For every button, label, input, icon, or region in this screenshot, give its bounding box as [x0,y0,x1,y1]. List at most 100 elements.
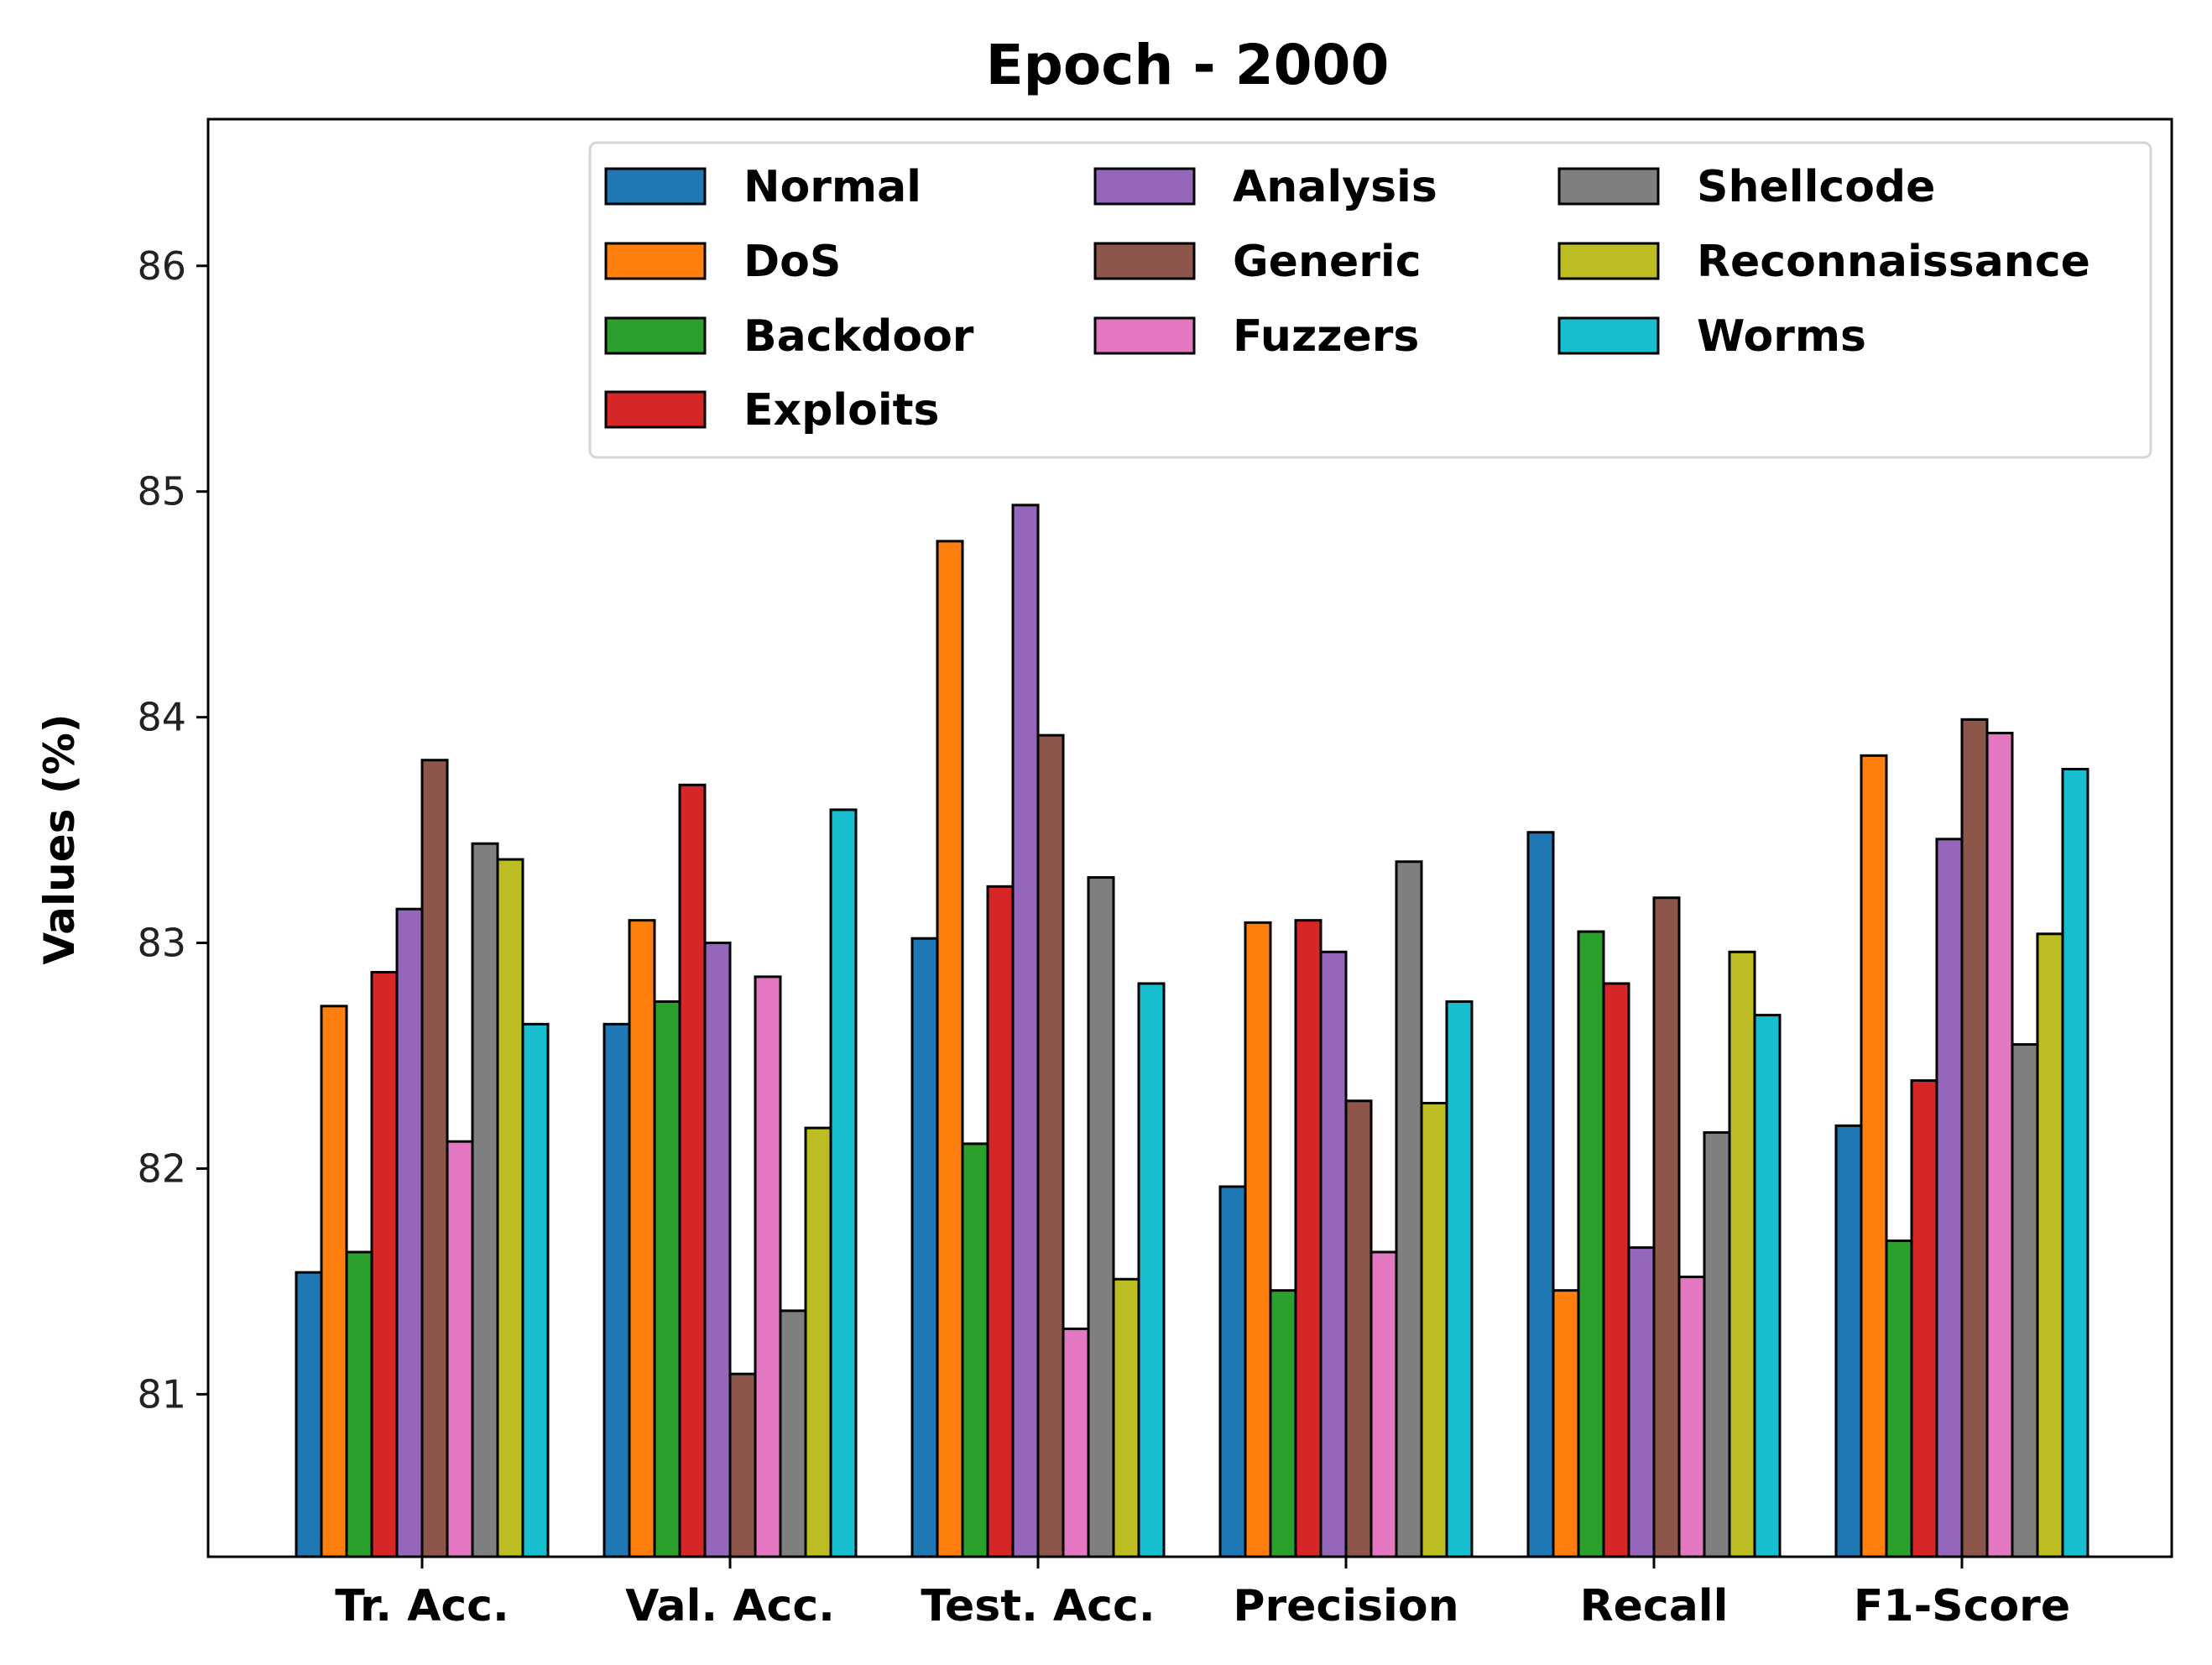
legend-label-normal: Normal [743,162,921,212]
bar-dos-4 [1552,1289,1580,1558]
y-tick-label: 82 [137,1146,186,1191]
bar-shellcode-0 [471,842,499,1558]
y-tick-label: 81 [137,1371,186,1417]
legend-frame [588,141,2152,459]
bar-normal-3 [1218,1185,1247,1558]
legend-swatch-analysis [1093,167,1196,206]
plot-frame [206,117,2173,1558]
legend-swatch-exploits [604,390,707,429]
legend-swatch-reconnaissance [1557,242,1660,280]
legend-label-dos: DoS [743,237,841,287]
legend-swatch-normal [604,167,707,206]
y-tick-label: 84 [137,695,186,740]
legend-label-backdoor: Backdoor [743,311,974,362]
bar-exploits-1 [678,783,707,1558]
bar-worms-5 [2061,767,2089,1558]
legend-swatch-dos [604,242,707,280]
legend-label-exploits: Exploits [743,385,939,436]
y-axis: 81 82 83 84 85 86 [137,243,208,1417]
bar-reconnaissance-0 [496,858,524,1558]
bar-backdoor-5 [1885,1240,1913,1558]
bar-dos-3 [1244,921,1272,1558]
bar-fuzzers-0 [446,1140,474,1558]
bar-normal-5 [1834,1124,1863,1558]
legend-label-shellcode: Shellcode [1697,162,1935,212]
bar-exploits-4 [1602,982,1630,1558]
bar-exploits-3 [1294,919,1323,1558]
bar-reconnaissance-2 [1112,1277,1140,1558]
bar-exploits-2 [986,885,1015,1558]
x-tick-label: F1-Score [1854,1581,2070,1631]
legend-label-reconnaissance: Reconnaissance [1697,237,2090,287]
bar-fuzzers-3 [1369,1250,1398,1558]
legend-label-generic: Generic [1233,237,1422,287]
bar-analysis-2 [1011,504,1040,1558]
bar-analysis-1 [703,942,732,1558]
bar-generic-0 [420,759,449,1558]
legend: Normal DoS Backdoor Exploits Analysis Generic… [588,141,2152,459]
x-axis: Tr. Acc. Val. Acc. Test. Acc. Precision Reca… [335,1557,2070,1631]
bar-reconnaissance-4 [1728,950,1756,1558]
bar-generic-4 [1652,896,1681,1558]
bar-analysis-0 [395,907,424,1558]
bar-fuzzers-5 [1985,731,2014,1558]
bar-generic-2 [1036,733,1065,1558]
bar-fuzzers-4 [1677,1276,1706,1558]
x-tick-label: Precision [1233,1581,1458,1631]
bar-analysis-5 [1935,838,1964,1558]
y-tick-label: 86 [137,243,186,289]
bar-shellcode-5 [2011,1043,2039,1558]
bar-dos-0 [320,1005,348,1558]
bar-backdoor-1 [653,1000,681,1558]
bar-fuzzers-1 [754,975,782,1558]
bar-generic-5 [1960,718,1989,1558]
bar-normal-1 [603,1022,631,1558]
bar-analysis-3 [1319,950,1348,1558]
bar-shellcode-4 [1703,1130,1731,1558]
bar-worms-0 [521,1022,550,1558]
bar-normal-4 [1526,831,1555,1558]
legend-swatch-generic [1093,242,1196,280]
bar-fuzzers-2 [1062,1327,1090,1558]
y-axis-label: Values (%) [35,713,84,964]
x-tick-label: Recall [1580,1581,1729,1631]
bar-worms-1 [829,808,858,1558]
bar-dos-5 [1860,754,1888,1558]
bar-exploits-0 [370,971,399,1558]
bar-shellcode-2 [1087,876,1115,1558]
bar-reconnaissance-5 [2036,932,2064,1558]
x-tick-label: Tr. Acc. [335,1581,509,1631]
y-tick-label: 83 [137,921,186,966]
bar-reconnaissance-1 [804,1126,832,1558]
legend-label-worms: Worms [1697,311,1866,362]
bar-shellcode-3 [1395,860,1423,1558]
bar-dos-2 [936,540,964,1558]
legend-swatch-shellcode [1557,167,1660,206]
bar-generic-1 [728,1372,757,1558]
bar-exploits-5 [1910,1079,1938,1558]
bar-backdoor-4 [1577,930,1605,1558]
bar-worms-4 [1753,1014,1782,1558]
bars-layer [295,504,2089,1558]
bar-backdoor-2 [961,1142,989,1558]
y-tick-label: 85 [137,469,186,514]
legend-label-analysis: Analysis [1233,162,1437,212]
bar-backdoor-0 [345,1250,373,1558]
bar-dos-1 [628,919,656,1558]
bar-analysis-4 [1627,1246,1656,1558]
bar-normal-0 [295,1271,323,1558]
legend-swatch-worms [1557,316,1660,355]
chart-title: Epoch - 2000 [986,33,1390,97]
bar-reconnaissance-3 [1420,1101,1448,1558]
legend-swatch-backdoor [604,316,707,355]
legend-label-fuzzers: Fuzzers [1233,311,1419,362]
bar-generic-3 [1344,1099,1373,1558]
bar-shellcode-1 [779,1309,807,1558]
x-tick-label: Test. Acc. [921,1581,1155,1631]
x-tick-label: Val. Acc. [625,1581,835,1631]
bar-normal-2 [910,937,939,1558]
legend-swatch-fuzzers [1093,316,1196,355]
bar-backdoor-3 [1269,1289,1297,1558]
bar-worms-2 [1137,982,1166,1558]
